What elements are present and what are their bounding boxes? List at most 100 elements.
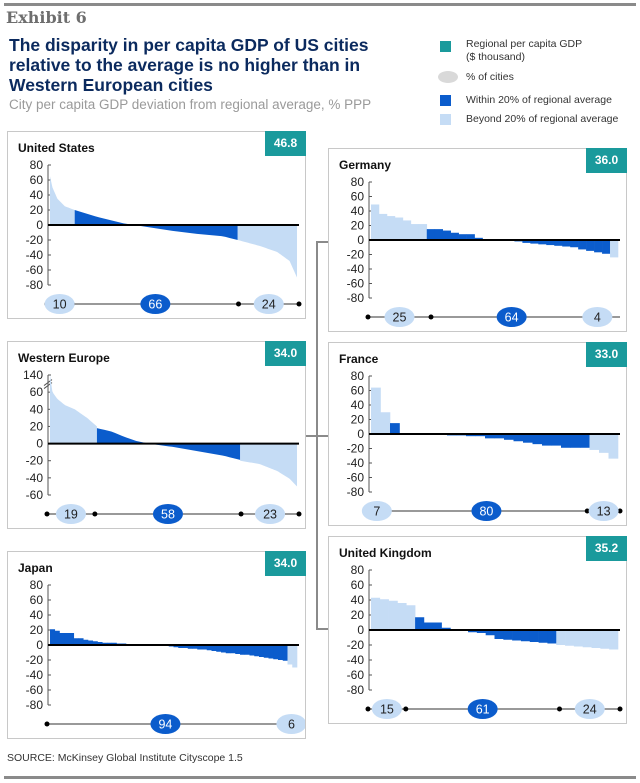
share-label: 24: [262, 298, 276, 312]
bar-beyond: [418, 224, 428, 240]
regional-gdp-badge: 33.0: [586, 342, 627, 367]
bar-within: [458, 234, 467, 240]
y-tick-label: -80: [347, 485, 365, 499]
bar-within: [594, 240, 603, 253]
share-label: 19: [64, 508, 78, 522]
bar-beyond: [609, 630, 619, 650]
y-tick-label: -80: [347, 683, 365, 697]
legend-label: % of cities: [466, 71, 514, 83]
share-dot: [617, 706, 623, 712]
y-tick-label: 80: [351, 369, 365, 383]
share-label: 58: [161, 508, 175, 522]
bar-within: [504, 434, 514, 440]
bar-within: [102, 642, 108, 645]
bar-within: [441, 627, 451, 630]
bar-within: [485, 434, 495, 439]
y-tick-label: 60: [30, 173, 44, 187]
bar-within: [107, 642, 113, 645]
share-label: 64: [505, 311, 519, 325]
bar-within: [235, 645, 241, 654]
panel-title: Germany: [339, 158, 392, 172]
share-label: 94: [158, 718, 172, 732]
share-pill: [152, 504, 183, 524]
y-tick-label: 80: [351, 563, 365, 577]
panel-title: United States: [18, 141, 95, 155]
y-tick-label: 40: [30, 608, 44, 622]
bar-beyond: [386, 216, 396, 240]
y-tick-label: -20: [347, 248, 365, 262]
bar-within: [390, 423, 400, 434]
y-tick-label: 0: [36, 638, 43, 652]
bar-within: [192, 645, 198, 649]
bar-beyond: [589, 434, 600, 450]
y-tick-label: 20: [351, 219, 365, 233]
bar-beyond: [565, 630, 575, 646]
bar-within: [225, 645, 231, 654]
bar-within: [111, 642, 117, 645]
bar-within: [202, 645, 208, 650]
share-dot: [428, 314, 434, 320]
panel-title: Japan: [18, 561, 53, 575]
y-tick-label: -20: [347, 638, 365, 652]
share-dot: [236, 301, 242, 307]
share-label: 66: [148, 298, 162, 312]
bar-within: [216, 645, 222, 652]
share-label: 61: [476, 703, 490, 717]
y-tick-label: 140: [23, 368, 43, 382]
bar-within: [173, 645, 179, 648]
share-label: 23: [263, 508, 277, 522]
top-rule: [4, 3, 636, 6]
share-label: 15: [380, 703, 394, 717]
bar-beyond: [380, 412, 391, 434]
bar-within: [468, 630, 478, 633]
y-tick-label: 60: [351, 384, 365, 398]
bar-within: [434, 229, 444, 240]
chart-subtitle: City per capita GDP deviation from regio…: [9, 97, 372, 112]
chart-title: The disparity in per capita GDP of US ci…: [9, 35, 369, 95]
share-pill: [44, 294, 75, 314]
share-label: 10: [53, 298, 67, 312]
bar-within: [532, 434, 543, 445]
bar-within: [423, 622, 434, 630]
light-blue-square-icon: [440, 114, 451, 125]
y-tick-label: 60: [30, 593, 44, 607]
y-tick-label: -20: [26, 653, 44, 667]
regional-gdp-badge: 36.0: [586, 148, 627, 173]
share-dot: [296, 511, 302, 517]
dark-blue-square-icon: [440, 95, 451, 106]
beyond-area-top: [50, 375, 97, 444]
connector-france: [305, 435, 328, 437]
bar-within: [475, 434, 486, 437]
share-pill: [371, 699, 402, 719]
share-label: 4: [594, 311, 601, 325]
bar-beyond: [573, 630, 584, 647]
bar-within: [578, 240, 587, 250]
share-dot: [617, 508, 623, 514]
bar-within: [230, 645, 236, 654]
bar-within: [69, 633, 75, 645]
y-tick-label: 80: [30, 158, 44, 172]
share-dot: [92, 511, 98, 517]
share-pill: [496, 307, 527, 327]
y-tick-label: 60: [351, 578, 365, 592]
bar-within: [282, 645, 288, 661]
bar-within: [83, 639, 89, 645]
y-tick-label: 20: [351, 608, 365, 622]
bar-within: [570, 240, 579, 248]
y-tick-label: -40: [347, 456, 365, 470]
y-tick-label: -40: [347, 262, 365, 276]
share-pill: [276, 714, 305, 734]
bar-beyond: [610, 240, 619, 258]
bar-beyond: [600, 630, 610, 649]
y-tick-label: 20: [351, 413, 365, 427]
share-pill: [582, 307, 613, 327]
bar-within: [546, 240, 555, 246]
share-dot: [557, 706, 563, 712]
share-dot: [296, 301, 302, 307]
bar-within: [221, 645, 227, 653]
share-dot: [365, 706, 371, 712]
y-tick-label: -60: [26, 488, 44, 502]
bar-within: [206, 645, 212, 651]
